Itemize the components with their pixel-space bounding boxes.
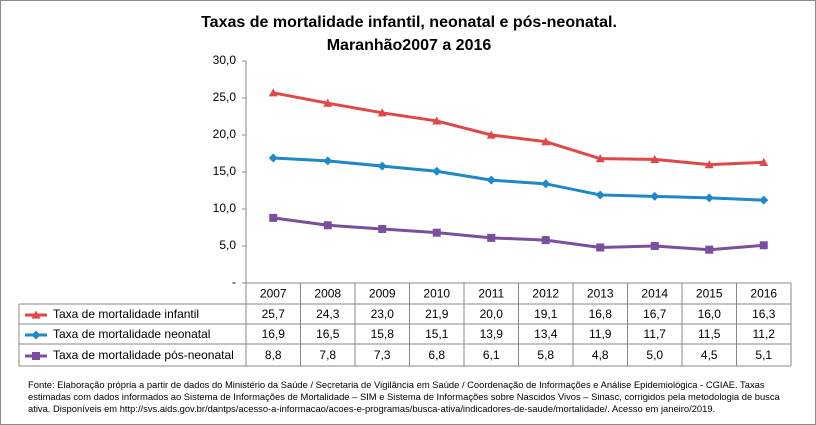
marker [705,245,714,254]
legend-label: Taxa de mortalidade neonatal [53,327,210,341]
table-value: 4,5 [701,348,718,362]
marker [432,116,442,125]
table-value: 11,2 [753,327,776,341]
x-tick-label: 2016 [750,287,777,301]
marker [432,228,441,237]
table-value: 13,4 [534,327,558,341]
table-value: 7,8 [319,348,336,362]
y-tick-label: 30,0 [213,53,237,67]
y-tick-label: 5,0 [219,238,236,252]
legend-label: Taxa de mortalidade pós-neonatal [53,348,234,362]
y-tick-label: 15,0 [213,164,237,178]
y-tick-label: 25,0 [213,90,237,104]
series-line [273,156,764,202]
table-value: 16,0 [698,307,722,321]
table-value: 16,3 [752,307,776,321]
table-value: 11,5 [698,327,721,341]
marker [650,191,660,201]
marker [759,157,769,166]
x-tick-label: 2014 [641,287,668,301]
table-value: 19,1 [534,307,558,321]
marker [650,154,660,164]
x-tick-label: 2007 [260,287,287,301]
legend-marker [32,352,40,360]
marker [759,195,769,205]
legend-label: Taxa de mortalidade infantil [53,307,199,321]
x-tick-label: 2009 [369,287,396,301]
x-tick-label: 2008 [314,287,341,301]
marker [650,242,659,250]
marker [704,160,714,169]
marker [704,193,714,203]
marker [432,166,442,176]
table-value: 6,8 [428,348,445,362]
source-note: Fonte: Elaboração própria a partir de da… [28,379,780,414]
x-tick-label: 2013 [587,287,614,301]
x-tick-label: 2012 [532,287,559,301]
table-value: 20,0 [480,307,504,321]
table-value: 6,1 [483,348,500,362]
marker [541,179,551,189]
marker [541,137,551,146]
table-value: 7,3 [374,348,391,362]
marker [377,108,387,117]
table-value: 11,9 [589,327,612,341]
marker [268,153,278,163]
marker [595,190,605,200]
table-value: 23,0 [371,307,395,321]
table-value: 15,1 [425,327,449,341]
table-value: 4,8 [592,348,609,362]
legend-marker [31,310,41,319]
legend-marker [31,330,41,340]
marker [323,156,333,166]
marker [486,130,496,139]
table-value: 13,9 [480,327,504,341]
marker [378,224,387,233]
marker [486,175,496,185]
table-value: 16,8 [589,307,613,321]
y-tick-label: - [232,275,236,289]
table-value: 8,8 [265,348,282,362]
marker [595,154,605,163]
marker [541,236,550,245]
x-tick-label: 2011 [478,287,504,301]
table-value: 16,9 [262,327,286,341]
table-value: 5,8 [537,348,554,362]
x-tick-label: 2015 [696,287,723,301]
marker [323,221,332,230]
table-value: 5,1 [755,348,772,362]
table-value: 16,7 [643,307,667,321]
table-value: 15,8 [371,327,395,341]
marker [596,243,605,252]
marker [269,213,278,222]
marker [323,98,333,107]
table-value: 24,3 [316,307,340,321]
table-value: 11,7 [644,327,667,341]
y-tick-label: 10,0 [213,201,237,215]
chart-title: Taxas de mortalidade infantil, neonatal … [201,14,617,31]
table-value: 21,9 [425,307,449,321]
table-value: 5,0 [646,348,663,362]
x-tick-label: 2010 [423,287,450,301]
series-line [272,91,764,167]
series-line [273,216,764,252]
chart-title: Maranhão2007 a 2016 [327,37,492,54]
marker [487,233,496,242]
table-value: 16,5 [316,327,340,341]
table-value: 25,7 [262,307,286,321]
marker [268,88,278,97]
y-tick-label: 20,0 [213,127,237,141]
marker [759,241,768,250]
marker [377,161,387,171]
